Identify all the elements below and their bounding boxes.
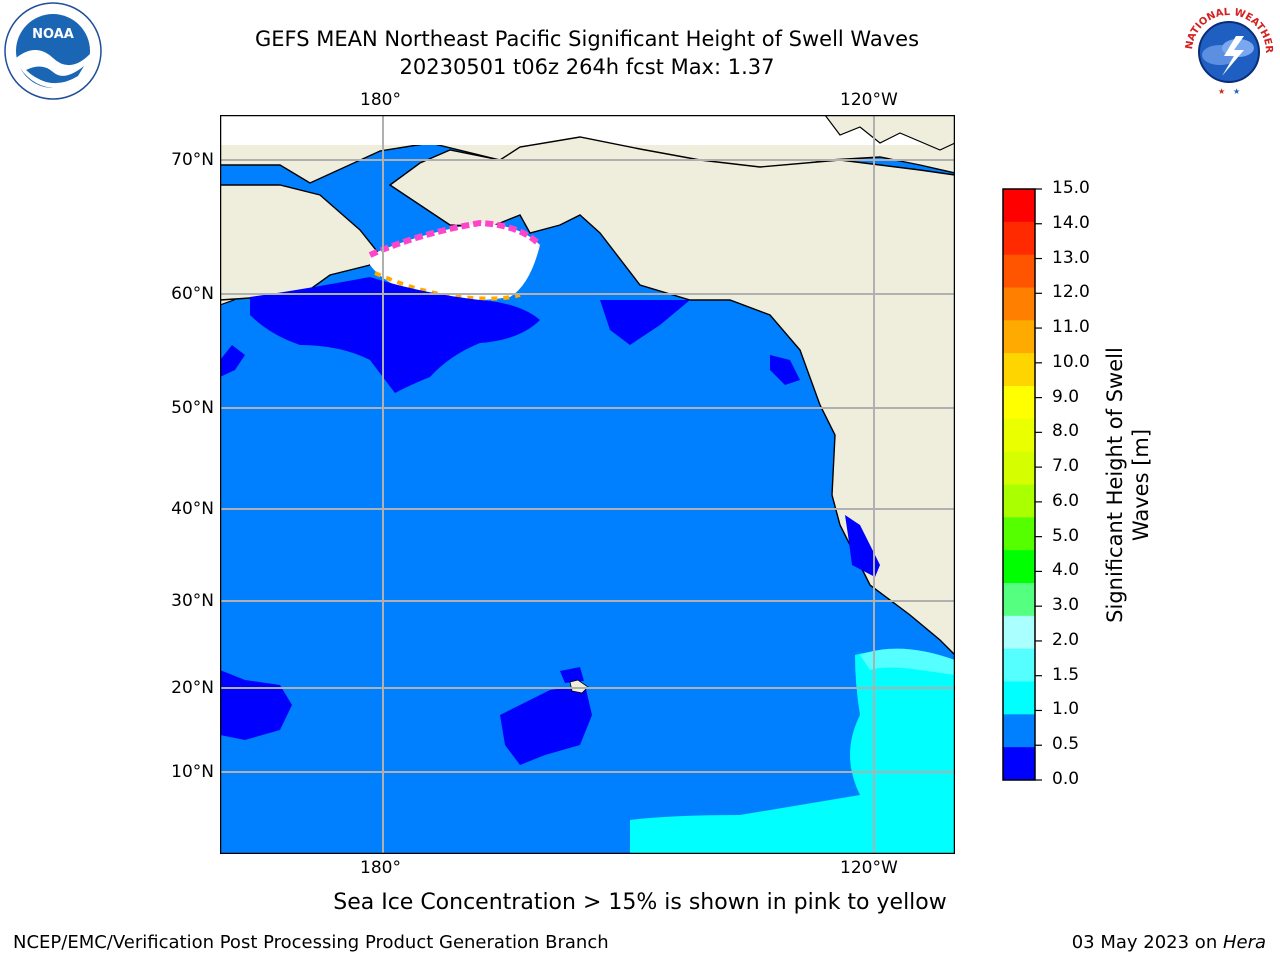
colorbar-tick-label: 0.5 — [1052, 734, 1080, 755]
swell-height-map — [220, 115, 955, 854]
colorbar-swatch — [1003, 353, 1035, 387]
north-america — [388, 136, 955, 656]
map-title: GEFS MEAN Northeast Pacific Significant … — [254, 27, 920, 51]
colorbar-swatch — [1003, 189, 1035, 223]
map-subtitle: 20230501 t06z 264h fcst Max: 1.37 — [399, 55, 775, 79]
lat-label-50n: 50°N — [171, 398, 214, 418]
lat-label-20n: 20°N — [171, 678, 214, 698]
noaa-logo: NOAA — [4, 2, 102, 100]
colorbar-swatch — [1003, 418, 1035, 453]
colorbar-swatch — [1003, 386, 1035, 420]
colorbar-tick-label: 0.0 — [1052, 769, 1080, 789]
colorbar-tick-label: 11.0 — [1052, 317, 1090, 338]
colorbar-tick-label: 7.0 — [1052, 456, 1080, 477]
colorbar-swatch — [1003, 583, 1035, 617]
siberia-land — [220, 184, 381, 301]
lat-label-40n: 40°N — [171, 499, 214, 519]
colorbar-tick-label: 1.0 — [1052, 699, 1080, 720]
colorbar-swatch — [1003, 648, 1035, 682]
colorbar-swatch — [1003, 517, 1035, 551]
colorbar-tick-label: 6.0 — [1052, 490, 1080, 511]
lat-label-10n: 10°N — [171, 762, 214, 782]
top-lon-label-180: 180° — [360, 90, 401, 110]
footer-date-text: 03 May 2023 on — [1071, 932, 1223, 953]
svg-text:★: ★ — [1233, 87, 1240, 96]
colorbar-swatch — [1003, 550, 1035, 584]
colorbar-tick-label: 10.0 — [1052, 351, 1090, 372]
colorbar-swatch — [1003, 615, 1035, 650]
colorbar-swatch — [1003, 484, 1035, 518]
lat-label-30n: 30°N — [171, 591, 214, 611]
colorbar-swatch — [1003, 254, 1035, 288]
sea-ice-note: Sea Ice Concentration > 15% is shown in … — [333, 890, 947, 915]
colorbar-title-line1: Significant Height of Swell — [1103, 347, 1127, 623]
map-frame — [220, 115, 955, 854]
colorbar-title-line2: Waves [m] — [1129, 428, 1153, 542]
colorbar-tick-label: 4.0 — [1052, 560, 1080, 581]
colorbar-tick-label: 1.5 — [1052, 664, 1080, 685]
colorbar-tick-label: 9.0 — [1052, 386, 1080, 407]
bottom-lon-label-180: 180° — [360, 858, 401, 878]
colorbar-tick-label: 2.0 — [1052, 629, 1080, 650]
noaa-logo-text: NOAA — [32, 27, 74, 42]
colorbar-tick-label: 3.0 — [1052, 595, 1080, 616]
footer-date: 03 May 2023 on Hera — [1072, 932, 1266, 953]
low-swell-bering — [250, 277, 540, 393]
footer-branch: NCEP/EMC/Verification Post Processing Pr… — [13, 932, 609, 953]
colorbar-tick-label: 14.0 — [1052, 212, 1090, 233]
nws-logo: NATIONAL WEATHER SERVICE ★ ★ — [1178, 0, 1277, 98]
svg-text:★: ★ — [1218, 87, 1225, 96]
colorbar-swatch — [1003, 221, 1035, 256]
top-lon-label-120w: 120°W — [840, 90, 898, 110]
colorbar-title: Significant Height of Swell Waves [m] — [1102, 275, 1154, 695]
lat-label-60n: 60°N — [171, 284, 214, 304]
colorbar-tick-label: 15.0 — [1052, 178, 1090, 198]
colorbar — [1002, 188, 1042, 781]
colorbar-tick-label: 5.0 — [1052, 525, 1080, 546]
colorbar-tick-label: 8.0 — [1052, 421, 1080, 442]
footer-host: Hera — [1222, 932, 1266, 953]
colorbar-swatch — [1003, 747, 1035, 781]
colorbar-tick-label: 12.0 — [1052, 282, 1090, 303]
colorbar-swatch — [1003, 320, 1035, 354]
low-swell-hawaii — [500, 685, 592, 765]
graticule — [220, 115, 955, 854]
colorbar-swatch — [1003, 714, 1035, 748]
lat-label-70n: 70°N — [171, 150, 214, 170]
colorbar-swatch — [1003, 681, 1035, 715]
colorbar-swatch — [1003, 451, 1035, 485]
colorbar-tick-label: 13.0 — [1052, 247, 1090, 268]
bottom-lon-label-120w: 120°W — [840, 858, 898, 878]
colorbar-swatch — [1003, 287, 1035, 321]
